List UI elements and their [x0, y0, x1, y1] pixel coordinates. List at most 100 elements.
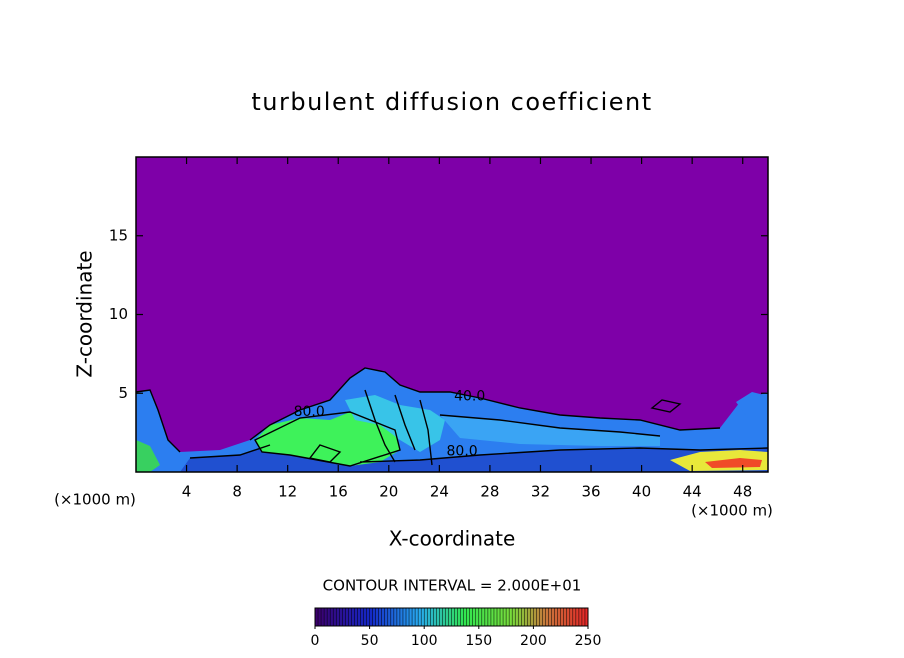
chart-title: turbulent diffusion coefficient	[251, 88, 652, 116]
colorbar-cell	[533, 608, 537, 626]
colorbar-cell	[439, 608, 443, 626]
colorbar-cell	[351, 608, 355, 626]
colorbar-cell	[566, 608, 571, 626]
colorbar-cell	[487, 608, 492, 626]
x-tick-label: 16	[329, 483, 348, 501]
colorbar-cell	[500, 608, 504, 626]
y-tick-label: 15	[109, 226, 128, 244]
colorbar-cell	[512, 608, 516, 626]
x-tick-label: 24	[430, 483, 449, 501]
colorbar-cell	[554, 608, 558, 626]
colorbar-cell	[445, 608, 449, 626]
colorbar-cell	[493, 608, 498, 626]
colorbar-cell	[466, 608, 470, 626]
colorbar-cell	[578, 608, 583, 626]
colorbar-cell	[390, 608, 395, 626]
colorbar-tick-label: 50	[361, 633, 379, 649]
colorbar-cell	[575, 608, 580, 626]
colorbar-cell	[557, 608, 561, 626]
colorbar-cell	[381, 608, 386, 626]
colorbar-cell	[415, 608, 419, 626]
contour-line	[135, 367, 769, 467]
colorbar-cell	[460, 608, 464, 626]
colorbar-cell	[472, 608, 477, 626]
colorbar-cell	[542, 608, 546, 626]
colorbar-tick-label: 0	[311, 633, 320, 649]
colorbar-cell	[475, 608, 480, 626]
colorbar-frame	[314, 607, 589, 627]
colorbar-cell	[545, 608, 549, 626]
x-tick-label: 48	[733, 483, 752, 501]
field-region	[180, 445, 768, 472]
colorbar-cell	[506, 608, 510, 626]
y-unit: (×1000 m)	[54, 491, 136, 509]
colorbar-cell	[518, 608, 522, 626]
colorbar-cell	[584, 608, 589, 626]
x-tick-label: 44	[683, 483, 702, 501]
contour-label: 80.0	[447, 444, 478, 460]
x-tick-label: 20	[379, 483, 398, 501]
colorbar-cell	[427, 608, 431, 626]
contour-label: 80.0	[294, 404, 325, 420]
colorbar-cell	[442, 608, 446, 626]
colorbar-cell	[378, 608, 383, 626]
colorbar-cell	[572, 608, 577, 626]
colorbar-cell	[412, 608, 416, 626]
colorbar-cell	[484, 608, 489, 626]
colorbar-cell	[366, 608, 370, 626]
colorbar-cell	[421, 608, 425, 626]
field-region	[345, 395, 445, 452]
colorbar-cell	[563, 608, 568, 626]
colorbar-cell	[536, 608, 540, 626]
colorbar-cell	[336, 608, 340, 626]
field-region	[705, 458, 762, 468]
y-tick-label: 5	[118, 384, 128, 402]
colorbar-cell	[342, 608, 346, 626]
colorbar: 0 50 100 150 200 250	[311, 607, 602, 649]
colorbar-tick-label: 100	[411, 633, 438, 649]
field-region	[136, 440, 160, 472]
colorbar-cell	[357, 608, 361, 626]
colorbar-cell	[430, 608, 434, 626]
contour-label: 40.0	[454, 388, 485, 404]
x-tick-label: 28	[480, 483, 499, 501]
colorbar-cell	[509, 608, 513, 626]
colorbar-cell	[515, 608, 519, 626]
colorbar-cell	[503, 608, 507, 626]
field-region	[440, 415, 660, 446]
colorbar-cell	[333, 608, 337, 626]
field-region	[255, 412, 400, 466]
x-tick-label: 32	[531, 483, 550, 501]
colorbar-tick-label: 250	[575, 633, 602, 649]
colorbar-tick-label: 200	[520, 633, 547, 649]
x-axis-label: X-coordinate	[389, 527, 516, 551]
colorbar-cell	[490, 608, 495, 626]
colorbar-cell	[354, 608, 358, 626]
colorbar-cell	[581, 608, 586, 626]
colorbar-cell	[318, 608, 322, 626]
colorbar-tick-label: 150	[465, 633, 492, 649]
colorbar-cell	[360, 608, 364, 626]
colorbar-cell	[424, 608, 428, 626]
colorbar-cell	[481, 608, 486, 626]
colorbar-cell	[384, 608, 389, 626]
colorbar-cell	[339, 608, 343, 626]
field-region	[736, 392, 768, 420]
colorbar-cell	[548, 608, 552, 626]
colorbar-cell	[451, 608, 455, 626]
colorbar-cell	[409, 608, 413, 626]
colorbar-cell	[497, 608, 501, 626]
colorbar-cell	[387, 608, 392, 626]
x-tick-label: 40	[632, 483, 651, 501]
colorbar-cell	[324, 608, 328, 626]
colorbar-cell	[321, 608, 325, 626]
contour-interval: CONTOUR INTERVAL = 2.000E+01	[323, 577, 582, 595]
colorbar-cell	[524, 608, 528, 626]
y-tick-label: 10	[109, 305, 128, 323]
x-unit: (×1000 m)	[691, 502, 773, 520]
x-tick-label: 12	[278, 483, 297, 501]
colorbar-cell	[348, 608, 352, 626]
colorbar-cell	[433, 608, 437, 626]
